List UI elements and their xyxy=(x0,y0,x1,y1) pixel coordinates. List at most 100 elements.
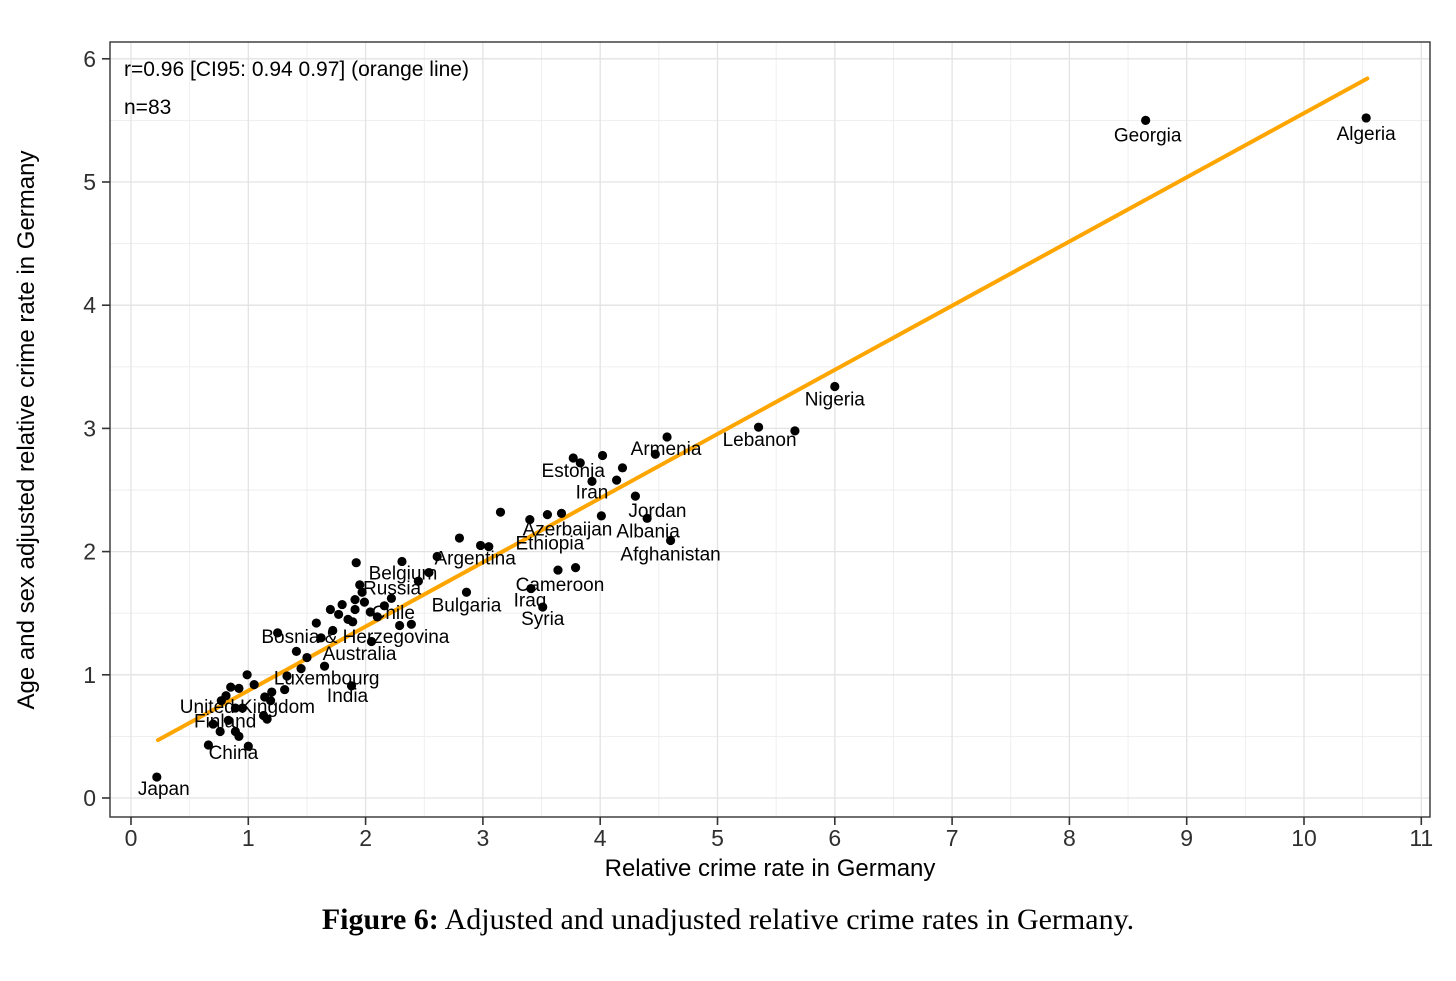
data-point xyxy=(575,458,585,468)
data-point xyxy=(386,593,397,604)
country-label: United Kingdom xyxy=(180,697,315,718)
data-point xyxy=(612,475,622,485)
data-point-labeled xyxy=(311,618,321,628)
data-point xyxy=(366,636,377,647)
data-point xyxy=(242,670,252,680)
data-point-labeled xyxy=(1361,113,1371,123)
x-axis-tick-labels: 0 1 2 3 4 5 6 7 8 9 10 11 xyxy=(125,825,1434,851)
data-point-labeled xyxy=(568,453,578,463)
figure-caption-text: Adjusted and unadjusted relative crime r… xyxy=(438,903,1135,936)
data-point-labeled xyxy=(397,556,407,567)
country-label: India xyxy=(327,686,369,707)
data-point xyxy=(542,510,553,520)
country-label: Iran xyxy=(576,482,609,503)
data-point xyxy=(424,567,434,578)
data-point-labeled xyxy=(525,514,535,525)
y-tick-label: 5 xyxy=(83,169,96,195)
data-point xyxy=(495,507,506,517)
data-point xyxy=(302,652,312,663)
x-tick-label: 3 xyxy=(477,825,490,851)
data-point-labeled xyxy=(357,587,367,597)
data-point xyxy=(475,540,486,551)
gridlines-minor xyxy=(110,42,1430,817)
data-point xyxy=(355,580,365,590)
x-tick-label: 1 xyxy=(242,825,255,851)
data-point xyxy=(273,628,283,638)
data-point-labeled xyxy=(830,381,840,392)
country-label: China xyxy=(209,743,259,764)
data-point-labeled xyxy=(556,508,567,519)
data-point xyxy=(334,609,344,620)
data-point xyxy=(350,604,360,615)
country-label: Armenia xyxy=(631,439,702,460)
data-point-labeled xyxy=(553,565,563,575)
data-point xyxy=(262,714,272,724)
data-point xyxy=(350,595,360,605)
y-tick-label: 0 xyxy=(83,785,96,811)
y-tick-label: 4 xyxy=(83,292,96,318)
country-label: Luxembourg xyxy=(274,669,380,690)
x-tick-label: 7 xyxy=(946,825,959,851)
x-tick-label: 9 xyxy=(1180,825,1193,851)
data-point-labeled xyxy=(753,422,764,432)
data-point xyxy=(454,533,465,543)
data-point xyxy=(223,715,233,725)
data-point-labeled xyxy=(461,587,472,597)
gridlines-major xyxy=(110,42,1430,817)
y-tick-label: 1 xyxy=(83,662,96,688)
data-point xyxy=(234,731,244,742)
x-tick-label: 5 xyxy=(711,825,724,851)
data-point xyxy=(337,599,347,610)
country-label: Chile xyxy=(372,603,415,624)
country-label: Australia xyxy=(323,644,397,665)
country-label: Jordan xyxy=(628,501,686,522)
data-point xyxy=(379,601,389,611)
data-point xyxy=(226,682,236,692)
data-point-labeled xyxy=(662,432,672,442)
data-point xyxy=(208,719,218,729)
data-point xyxy=(325,604,336,615)
data-point xyxy=(395,620,405,631)
data-point xyxy=(484,542,494,552)
data-point xyxy=(265,696,276,706)
data-point-labeled xyxy=(152,772,162,782)
country-label: Syria xyxy=(521,609,565,630)
country-label: Iraq xyxy=(514,591,547,612)
data-point xyxy=(249,680,259,690)
data-points xyxy=(152,113,1371,782)
country-label: Estonia xyxy=(542,461,606,482)
data-point xyxy=(234,683,244,693)
plot-panel-border xyxy=(109,41,1431,818)
data-point xyxy=(790,426,800,436)
y-axis-title: Age and sex adjusted relative crime rate… xyxy=(13,151,40,710)
data-point xyxy=(328,625,338,636)
data-point xyxy=(267,687,277,697)
data-point xyxy=(282,671,292,681)
data-point-labeled xyxy=(642,513,652,523)
y-tick-label: 3 xyxy=(83,415,96,441)
country-label: Bulgaria xyxy=(432,595,502,616)
country-label: Afghanistan xyxy=(620,545,720,566)
data-point xyxy=(296,664,306,674)
country-label: Russia xyxy=(363,578,422,599)
y-tick-label: 2 xyxy=(83,539,96,565)
data-point-labeled xyxy=(365,607,375,617)
country-label: Nigeria xyxy=(805,390,866,411)
country-label: Georgia xyxy=(1114,125,1182,146)
data-point xyxy=(216,696,226,706)
figure-caption-label: Figure 6: xyxy=(321,903,439,936)
country-label: Cameroon xyxy=(516,575,605,596)
data-point-labeled xyxy=(280,684,290,695)
data-point xyxy=(570,563,581,573)
x-tick-label: 2 xyxy=(359,825,372,851)
data-point-labeled xyxy=(230,703,240,713)
y-axis-tick-labels: 0 1 2 3 4 5 6 xyxy=(83,46,96,811)
country-label: Argentina xyxy=(434,549,516,570)
x-axis-title: Relative crime rate in Germany xyxy=(605,855,936,882)
data-point xyxy=(617,463,628,473)
data-point xyxy=(650,449,660,459)
x-tick-label: 6 xyxy=(828,825,841,851)
data-point xyxy=(597,450,608,461)
country-label: Albania xyxy=(616,521,680,542)
